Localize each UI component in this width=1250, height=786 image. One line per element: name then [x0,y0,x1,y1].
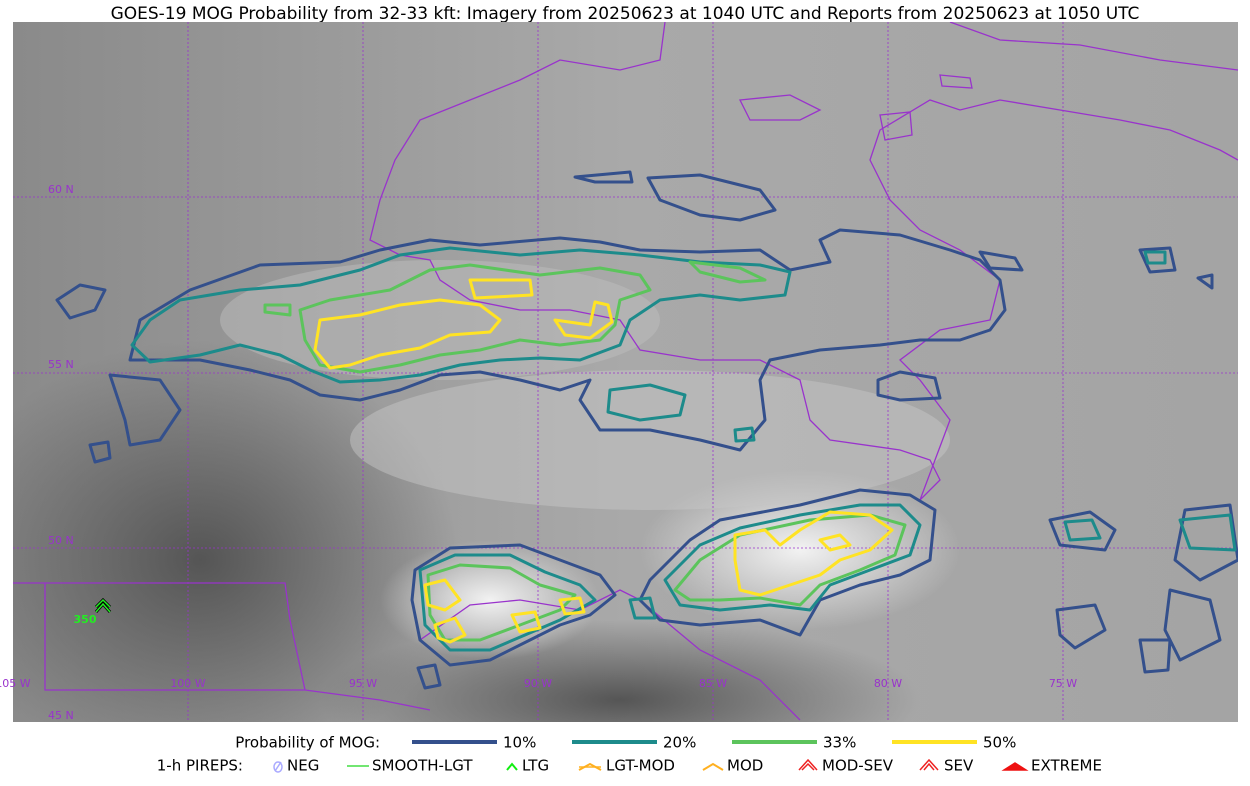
pirep-item: LTG [522,757,549,775]
lon-label: 105 W [0,677,31,690]
legend-label: 10% [503,734,536,752]
contours-50 [313,278,894,644]
borders [13,22,1238,721]
legend-label: 33% [823,734,856,752]
pirep-item: LGT-MOD [606,757,675,775]
lon-label: 100 W [170,677,205,690]
pirep-symbols [273,758,1029,773]
lon-label: 90 W [524,677,552,690]
legend-title: 1-h PIREPS: [157,757,243,775]
pirep-item: NEG [287,757,319,775]
lon-labels: 105 W 100 W 95 W 90 W 85 W 80 W 75 W [0,677,1077,690]
pirep-item: EXTREME [1031,757,1102,775]
contours-20 [130,246,1237,652]
legend-label: 20% [663,734,696,752]
pirep-item: SEV [944,757,974,775]
pirep-item: SMOOTH-LGT [372,757,473,775]
contours-10 [55,170,1238,690]
lon-label: 75 W [1049,677,1077,690]
lon-label: 85 W [699,677,727,690]
pirep-report: 350 [74,597,112,626]
probability-legend: 10% 20% 33% 50% [412,734,1016,752]
lon-label: 95 W [349,677,377,690]
pirep-item: MOD-SEV [822,757,894,775]
lat-label: 45 N [48,709,74,722]
legend: Probability of MOG: 10% 20% 33% 50% 1-h PIR… [157,734,1102,775]
pirep-item: MOD [727,757,763,775]
lat-label: 60 N [48,183,74,196]
lat-label: 50 N [48,534,74,547]
lat-label: 55 N [48,358,74,371]
map: 350 [13,22,1238,722]
legend-label: 50% [983,734,1016,752]
legend-title: Probability of MOG: [235,734,380,752]
lat-labels: 60 N 55 N 50 N 45 N [48,183,74,722]
title: GOES-19 MOG Probability from 32-33 kft: … [111,4,1140,24]
report-label: 350 [74,613,97,626]
lon-label: 80 W [874,677,902,690]
